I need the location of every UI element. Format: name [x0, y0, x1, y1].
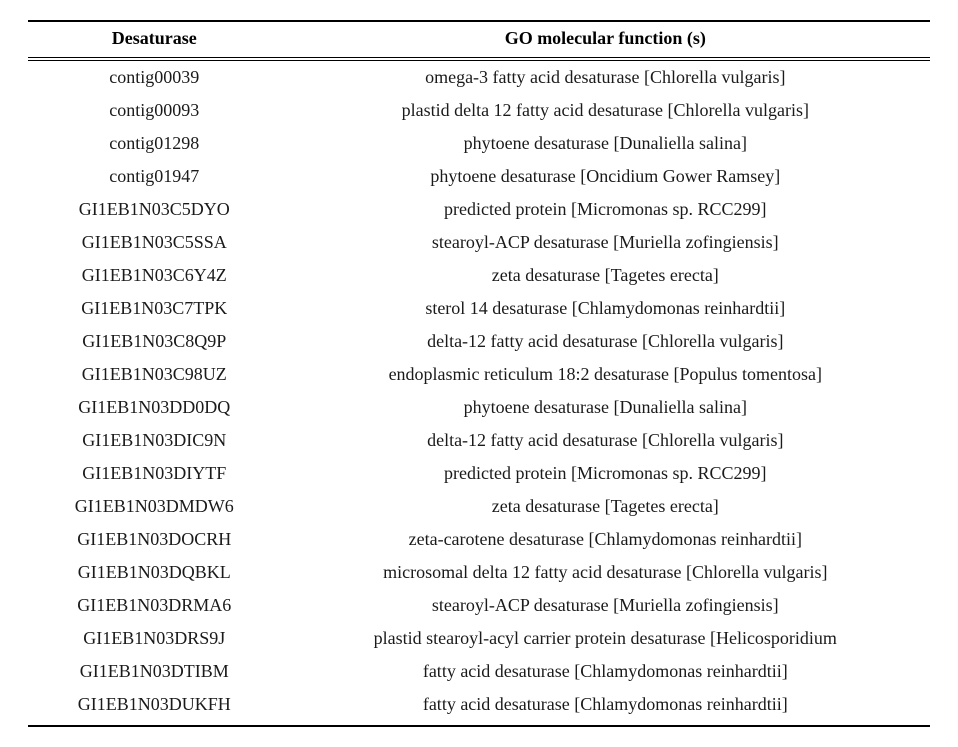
cell-go-function: zeta-carotene desaturase [Chlamydomonas … — [281, 523, 930, 556]
cell-desaturase: GI1EB1N03DRMA6 — [28, 589, 281, 622]
table-wrapper: Desaturase GO molecular function (s) con… — [0, 0, 958, 747]
cell-desaturase: GI1EB1N03DTIBM — [28, 655, 281, 688]
table-row: contig01947phytoene desaturase [Oncidium… — [28, 160, 930, 193]
cell-go-function: stearoyl-ACP desaturase [Muriella zofing… — [281, 589, 930, 622]
cell-desaturase: GI1EB1N03DD0DQ — [28, 391, 281, 424]
cell-desaturase: GI1EB1N03DQBKL — [28, 556, 281, 589]
cell-go-function: phytoene desaturase [Dunaliella salina] — [281, 391, 930, 424]
col-header-go-function: GO molecular function (s) — [281, 21, 930, 58]
table-row: GI1EB1N03DUKFHfatty acid desaturase [Chl… — [28, 688, 930, 726]
table-row: GI1EB1N03DRMA6stearoyl-ACP desaturase [M… — [28, 589, 930, 622]
table-head: Desaturase GO molecular function (s) — [28, 21, 930, 61]
cell-desaturase: GI1EB1N03C5DYO — [28, 193, 281, 226]
table-row: GI1EB1N03DQBKLmicrosomal delta 12 fatty … — [28, 556, 930, 589]
cell-desaturase: GI1EB1N03C6Y4Z — [28, 259, 281, 292]
cell-go-function: zeta desaturase [Tagetes erecta] — [281, 259, 930, 292]
cell-desaturase: GI1EB1N03DMDW6 — [28, 490, 281, 523]
header-double-rule — [28, 58, 930, 61]
cell-go-function: delta-12 fatty acid desaturase [Chlorell… — [281, 424, 930, 457]
cell-go-function: phytoene desaturase [Oncidium Gower Rams… — [281, 160, 930, 193]
cell-desaturase: GI1EB1N03DIYTF — [28, 457, 281, 490]
col-header-desaturase: Desaturase — [28, 21, 281, 58]
table-row: GI1EB1N03DMDW6zeta desaturase [Tagetes e… — [28, 490, 930, 523]
cell-desaturase: contig01298 — [28, 127, 281, 160]
cell-desaturase: GI1EB1N03DUKFH — [28, 688, 281, 726]
cell-desaturase: GI1EB1N03C8Q9P — [28, 325, 281, 358]
table-row: GI1EB1N03DIC9Ndelta-12 fatty acid desatu… — [28, 424, 930, 457]
cell-go-function: omega-3 fatty acid desaturase [Chlorella… — [281, 61, 930, 95]
table-row: GI1EB1N03DD0DQphytoene desaturase [Dunal… — [28, 391, 930, 424]
cell-desaturase: GI1EB1N03DOCRH — [28, 523, 281, 556]
table-row: GI1EB1N03C8Q9Pdelta-12 fatty acid desatu… — [28, 325, 930, 358]
cell-go-function: plastid delta 12 fatty acid desaturase [… — [281, 94, 930, 127]
cell-desaturase: contig00039 — [28, 61, 281, 95]
cell-desaturase: GI1EB1N03DRS9J — [28, 622, 281, 655]
cell-go-function: stearoyl-ACP desaturase [Muriella zofing… — [281, 226, 930, 259]
table-body: contig00039omega-3 fatty acid desaturase… — [28, 61, 930, 727]
table-row: GI1EB1N03C7TPKsterol 14 desaturase [Chla… — [28, 292, 930, 325]
cell-go-function: endoplasmic reticulum 18:2 desaturase [P… — [281, 358, 930, 391]
table-row: contig00093plastid delta 12 fatty acid d… — [28, 94, 930, 127]
desaturase-table: Desaturase GO molecular function (s) con… — [28, 20, 930, 727]
cell-desaturase: contig00093 — [28, 94, 281, 127]
table-row: contig01298phytoene desaturase [Dunaliel… — [28, 127, 930, 160]
cell-desaturase: GI1EB1N03C98UZ — [28, 358, 281, 391]
table-row: GI1EB1N03DOCRHzeta-carotene desaturase [… — [28, 523, 930, 556]
table-row: GI1EB1N03C5DYOpredicted protein [Micromo… — [28, 193, 930, 226]
table-row: GI1EB1N03DIYTFpredicted protein [Micromo… — [28, 457, 930, 490]
cell-go-function: fatty acid desaturase [Chlamydomonas rei… — [281, 688, 930, 726]
cell-go-function: phytoene desaturase [Dunaliella salina] — [281, 127, 930, 160]
cell-desaturase: GI1EB1N03C7TPK — [28, 292, 281, 325]
cell-go-function: fatty acid desaturase [Chlamydomonas rei… — [281, 655, 930, 688]
cell-desaturase: GI1EB1N03DIC9N — [28, 424, 281, 457]
cell-go-function: microsomal delta 12 fatty acid desaturas… — [281, 556, 930, 589]
cell-go-function: delta-12 fatty acid desaturase [Chlorell… — [281, 325, 930, 358]
cell-go-function: sterol 14 desaturase [Chlamydomonas rein… — [281, 292, 930, 325]
cell-go-function: predicted protein [Micromonas sp. RCC299… — [281, 457, 930, 490]
table-row: GI1EB1N03DTIBMfatty acid desaturase [Chl… — [28, 655, 930, 688]
cell-desaturase: contig01947 — [28, 160, 281, 193]
table-row: GI1EB1N03C5SSAstearoyl-ACP desaturase [M… — [28, 226, 930, 259]
cell-go-function: zeta desaturase [Tagetes erecta] — [281, 490, 930, 523]
table-row: GI1EB1N03C98UZendoplasmic reticulum 18:2… — [28, 358, 930, 391]
header-row: Desaturase GO molecular function (s) — [28, 21, 930, 58]
table-row: GI1EB1N03C6Y4Zzeta desaturase [Tagetes e… — [28, 259, 930, 292]
cell-go-function: plastid stearoyl-acyl carrier protein de… — [281, 622, 930, 655]
cell-desaturase: GI1EB1N03C5SSA — [28, 226, 281, 259]
table-row: contig00039omega-3 fatty acid desaturase… — [28, 61, 930, 95]
table-row: GI1EB1N03DRS9Jplastid stearoyl-acyl carr… — [28, 622, 930, 655]
cell-go-function: predicted protein [Micromonas sp. RCC299… — [281, 193, 930, 226]
